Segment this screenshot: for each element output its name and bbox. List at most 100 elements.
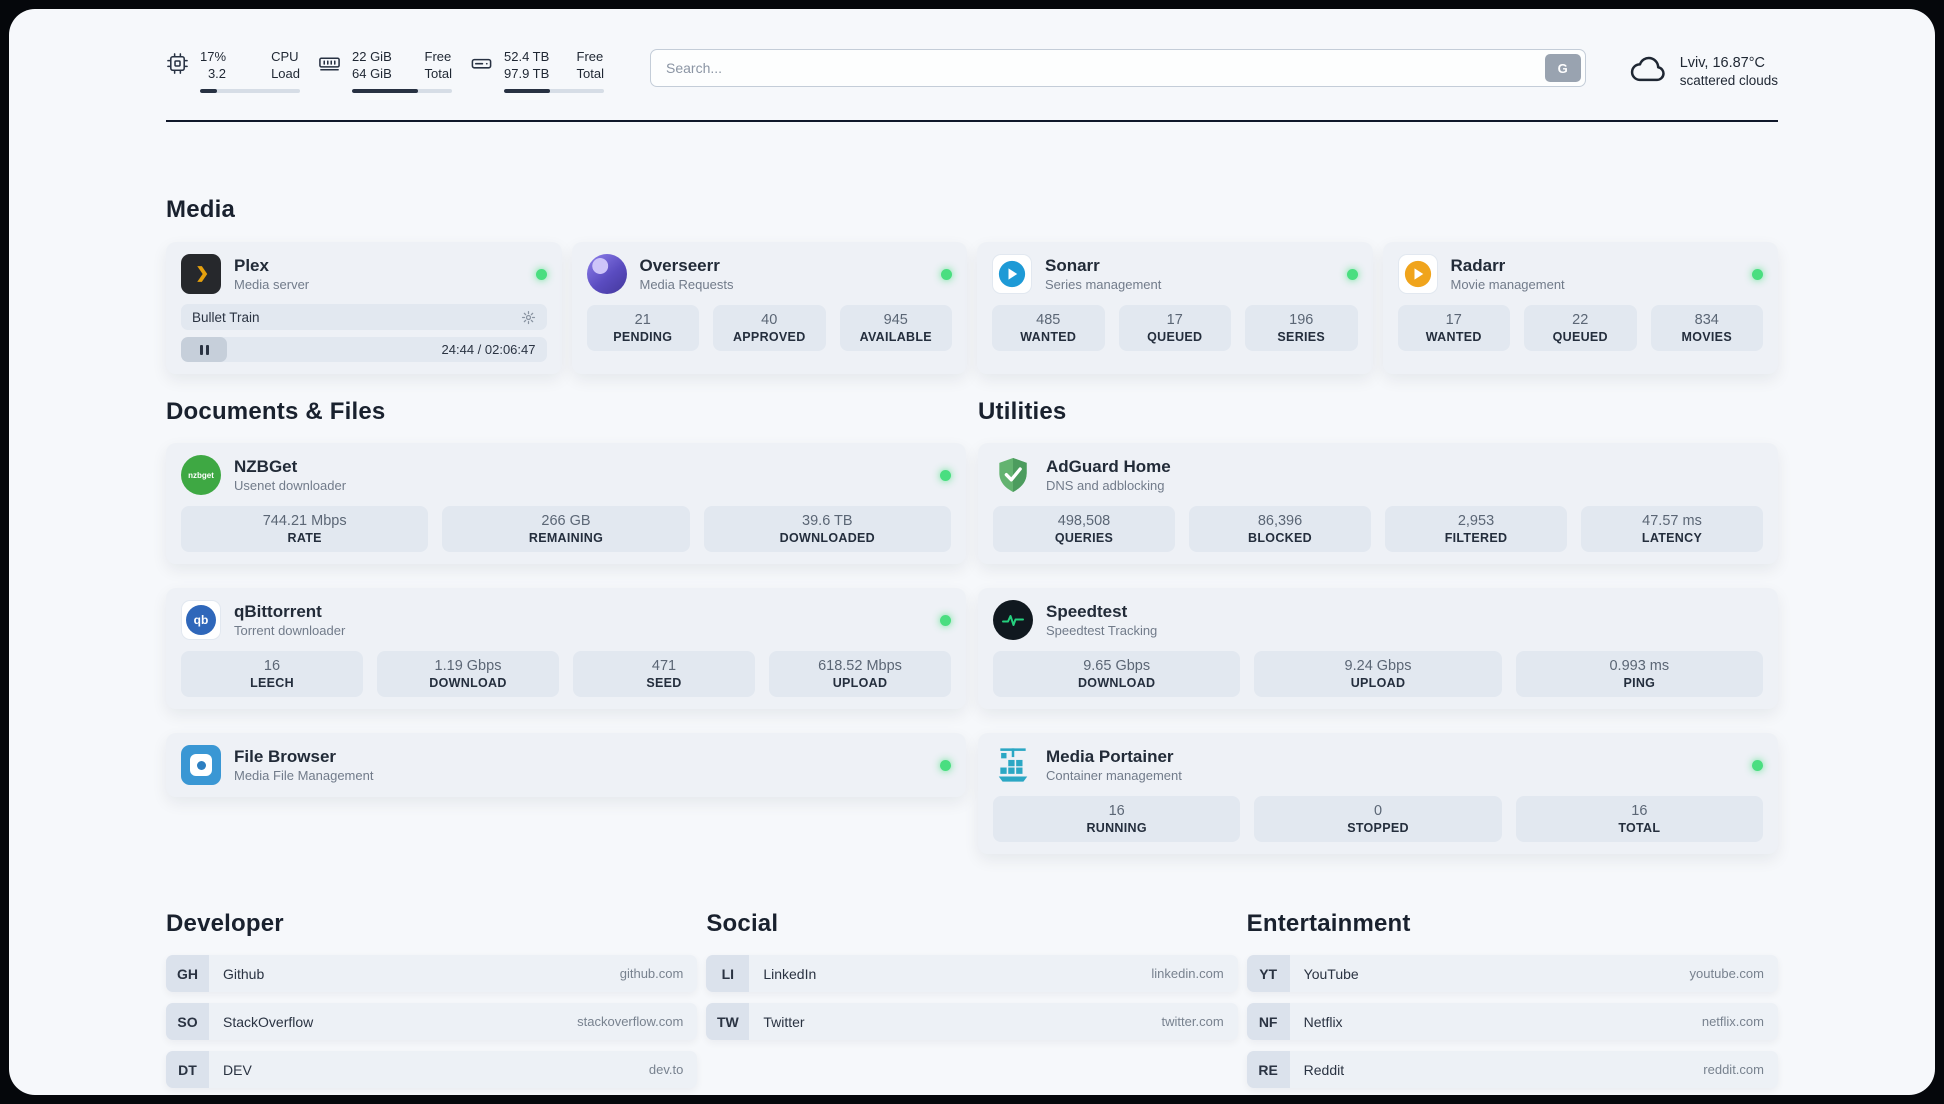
- stat-value: 196: [1289, 312, 1314, 328]
- stat-value: 945: [883, 312, 908, 328]
- qbittorrent-icon-text: qb: [193, 613, 209, 627]
- cpu-load-label: Load: [271, 66, 300, 82]
- bookmark-url: netflix.com: [1701, 1014, 1764, 1029]
- stat-label: APPROVED: [732, 330, 806, 344]
- stat-label: MOVIES: [1681, 330, 1732, 344]
- bookmark-badge: YT: [1246, 955, 1290, 992]
- plex-icon: [181, 254, 221, 294]
- topbar-divider: [166, 120, 1778, 122]
- stat-queries: 498,508 QUERIES: [993, 506, 1175, 552]
- app-card-filebrowser[interactable]: File Browser Media File Management: [166, 733, 966, 797]
- stat-value: 0.993 ms: [1609, 658, 1670, 674]
- stat-label: LATENCY: [1641, 531, 1703, 545]
- stat-value: 1.19 Gbps: [434, 658, 502, 674]
- app-subtitle: Usenet downloader: [234, 478, 347, 494]
- stat-seed: 471 SEED: [573, 651, 755, 697]
- stat-value: 17: [1445, 312, 1462, 328]
- ram-free-value: 22 GiB: [352, 49, 392, 64]
- bookmark-github[interactable]: GH Github github.com: [166, 955, 698, 992]
- app-card-sonarr[interactable]: Sonarr Series management 485 WANTED 17 Q…: [977, 242, 1373, 374]
- stat-label: WANTED: [1425, 330, 1482, 344]
- bookmark-badge: SO: [166, 1003, 209, 1040]
- cpu-icon: [166, 52, 189, 80]
- cpu-progress-bar: [200, 88, 300, 93]
- app-card-overseerr[interactable]: Overseerr Media Requests 21 PENDING 40 A…: [571, 242, 967, 374]
- bookmark-url: youtube.com: [1689, 966, 1764, 981]
- bookmark-youtube[interactable]: YT YouTube youtube.com: [1246, 955, 1778, 992]
- radarr-icon: [1397, 254, 1438, 294]
- search-engine-button[interactable]: G: [1544, 54, 1581, 82]
- overseerr-icon: [586, 254, 627, 294]
- stat-label: BLOCKED: [1248, 531, 1312, 545]
- stat-wanted: 17 WANTED: [1397, 305, 1510, 351]
- section-social-title: Social: [706, 910, 779, 937]
- bookmark-stackoverflow[interactable]: SO StackOverflow stackoverflow.com: [166, 1003, 698, 1040]
- stat-wanted: 485 WANTED: [992, 305, 1105, 351]
- status-dot: [1346, 268, 1358, 280]
- speedtest-icon: [993, 600, 1033, 640]
- app-card-nzbget[interactable]: nzbget NZBGet Usenet downloader 744.21 M…: [166, 443, 966, 564]
- stat-label: QUEUED: [1147, 330, 1203, 344]
- stat-value: 16: [1631, 803, 1648, 819]
- bookmark-url: stackoverflow.com: [577, 1014, 684, 1029]
- section-developer-title: Developer: [166, 910, 284, 937]
- stat-label: WANTED: [1020, 330, 1077, 344]
- stat-label: SEED: [646, 676, 682, 690]
- bookmark-twitter[interactable]: TW Twitter twitter.com: [706, 1003, 1238, 1040]
- app-card-qbittorrent[interactable]: qb qBittorrent Torrent downloader 16 LEE…: [166, 588, 966, 709]
- stat-value: 16: [1108, 803, 1125, 819]
- section-utilities-title: Utilities: [978, 398, 1067, 425]
- ram-monitor: 22 GiB 64 GiB Free Total: [318, 49, 452, 93]
- bookmark-netflix[interactable]: NF Netflix netflix.com: [1246, 1003, 1778, 1040]
- stat-label: RUNNING: [1086, 821, 1147, 835]
- cpu-monitor: 17% 3.2 CPU Load: [166, 49, 300, 93]
- stat-label: DOWNLOAD: [1077, 676, 1156, 690]
- stat-value: 39.6 TB: [802, 513, 853, 529]
- stat-queued: 17 QUEUED: [1118, 305, 1231, 351]
- app-card-adguard[interactable]: AdGuard Home DNS and adblocking 498,508 …: [978, 443, 1778, 564]
- stat-label: REMAINING: [528, 531, 604, 545]
- cpu-label: CPU: [271, 49, 299, 64]
- stat-latency: 47.57 ms LATENCY: [1581, 506, 1763, 552]
- ram-progress-bar: [352, 88, 452, 93]
- app-card-plex[interactable]: Plex Media server Bullet Train: [166, 242, 562, 374]
- stat-series: 196 SERIES: [1245, 305, 1358, 351]
- disk-free-label: Free: [576, 49, 604, 64]
- player-bar[interactable]: 24:44 / 02:06:47: [181, 337, 547, 362]
- cpu-load-value: 3.2: [207, 66, 227, 82]
- stat-value: 618.52 Mbps: [818, 658, 902, 674]
- cpu-usage-value: 17%: [200, 49, 227, 64]
- gear-icon[interactable]: [521, 310, 536, 325]
- section-documents-title: Documents & Files: [166, 398, 386, 425]
- weather-location: Lviv, 16.87°C: [1679, 55, 1766, 71]
- app-card-portainer[interactable]: Media Portainer Container management 16 …: [978, 733, 1778, 854]
- adguard-icon: [993, 455, 1033, 495]
- bookmark-badge: RE: [1246, 1051, 1290, 1088]
- bookmark-url: linkedin.com: [1151, 966, 1224, 981]
- cloud-icon: [1628, 49, 1668, 94]
- stat-stopped: 0 STOPPED: [1254, 796, 1502, 842]
- stat-pending: 21 PENDING: [586, 305, 699, 351]
- search-input[interactable]: [650, 49, 1586, 87]
- status-dot: [941, 268, 952, 280]
- disk-free-value: 52.4 TB: [504, 49, 550, 64]
- now-playing-title: Bullet Train: [192, 309, 260, 325]
- bookmark-dev[interactable]: DT DEV dev.to: [166, 1051, 698, 1088]
- bookmark-linkedin[interactable]: LI LinkedIn linkedin.com: [706, 955, 1238, 992]
- app-name: Overseerr: [639, 255, 720, 275]
- app-name: NZBGet: [234, 456, 298, 476]
- disk-monitor: 52.4 TB 97.9 TB Free Total: [470, 49, 604, 93]
- pause-button[interactable]: [181, 337, 227, 362]
- ram-total-value: 64 GiB: [352, 66, 392, 82]
- stat-value: 0: [1373, 803, 1383, 819]
- app-subtitle: Media server: [234, 277, 310, 293]
- stat-label: QUEUED: [1552, 330, 1608, 344]
- app-name: File Browser: [234, 746, 337, 766]
- bookmark-reddit[interactable]: RE Reddit reddit.com: [1246, 1051, 1778, 1088]
- app-card-radarr[interactable]: Radarr Movie management 17 WANTED 22 QUE…: [1382, 242, 1778, 374]
- stat-label: TOTAL: [1618, 821, 1661, 835]
- app-subtitle: Speedtest Tracking: [1046, 623, 1158, 639]
- stat-label: RATE: [287, 531, 322, 545]
- app-card-speedtest[interactable]: Speedtest Speedtest Tracking 9.65 Gbps D…: [978, 588, 1778, 709]
- section-entertainment-title: Entertainment: [1246, 910, 1411, 937]
